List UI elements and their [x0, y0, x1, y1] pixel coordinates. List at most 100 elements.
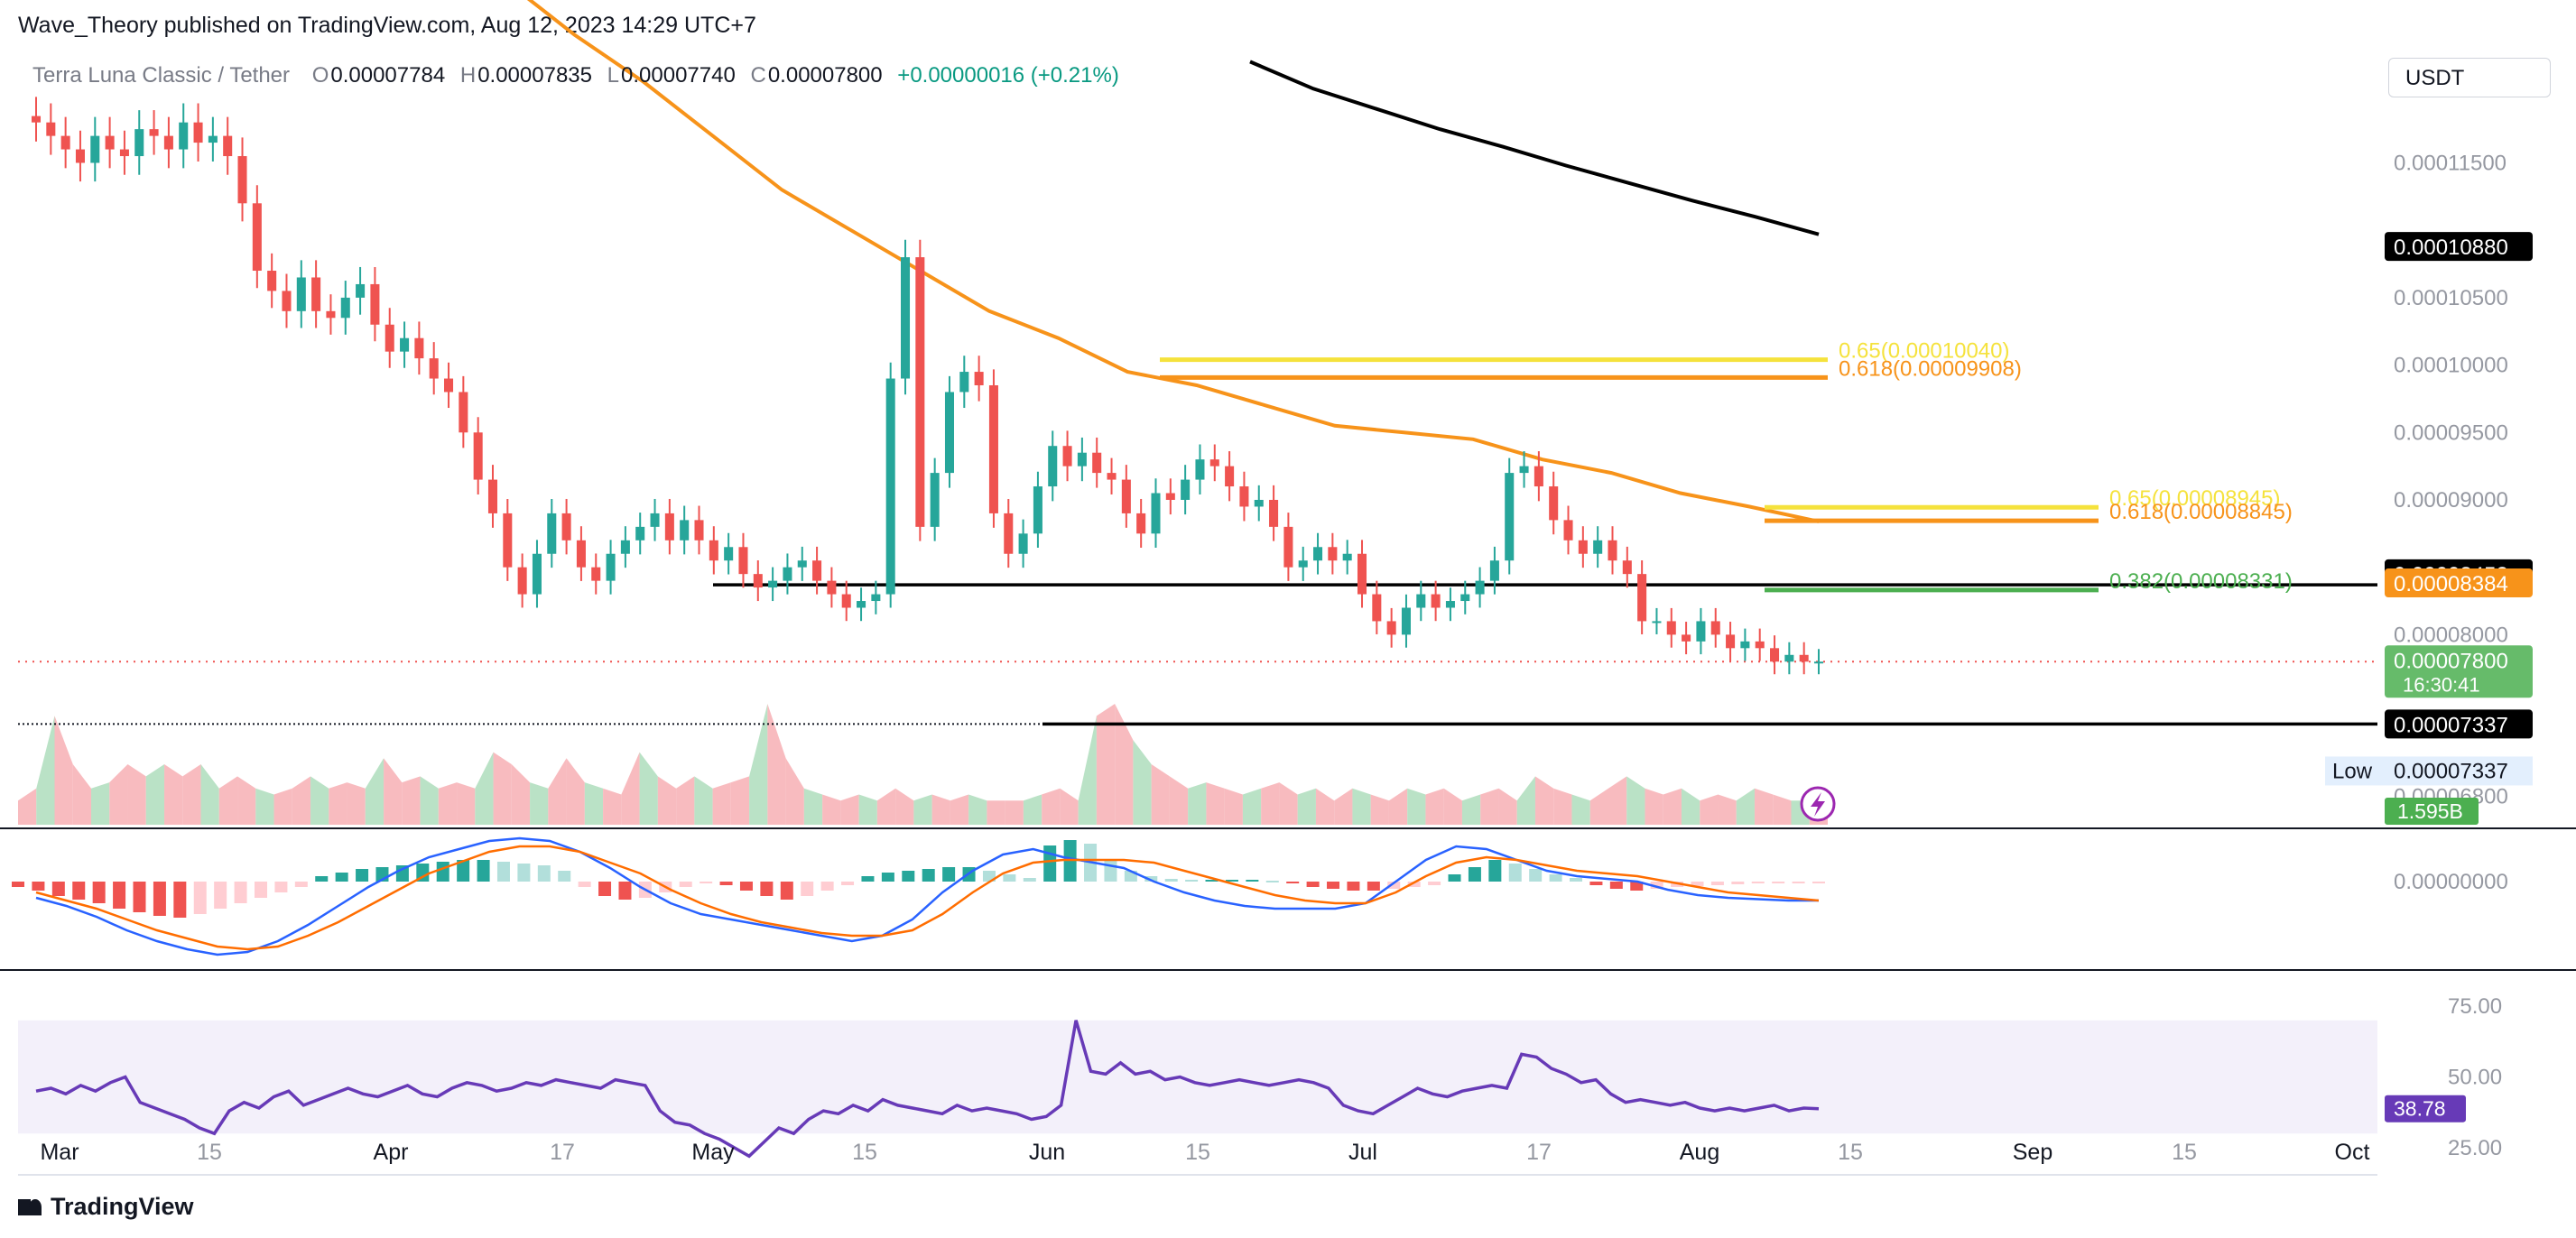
volume-area-segment [1754, 788, 1774, 825]
volume-area-segment [420, 776, 439, 825]
macd-histogram-bar [1023, 878, 1036, 882]
candle-body [1357, 553, 1367, 595]
candle-body [46, 122, 56, 136]
candle-body [885, 378, 895, 595]
candle-body [326, 310, 336, 319]
symbol-name[interactable]: Terra Luna Classic / Tether [32, 63, 291, 88]
time-axis-label: 17 [550, 1140, 575, 1165]
candle-body [959, 372, 969, 393]
volume-area-segment [1279, 782, 1298, 825]
macd-histogram-bar [1185, 880, 1199, 882]
macd-histogram-bar [12, 882, 24, 887]
candle-body [163, 135, 173, 150]
volume-area-segment [1370, 794, 1389, 825]
candle-body [487, 479, 498, 513]
volume-area-segment [803, 788, 823, 825]
candle-body [503, 513, 513, 568]
macd-histogram-bar [457, 860, 470, 882]
rsi-axis-label: 25.00 [2448, 1136, 2502, 1160]
currency-selector[interactable]: USDT [2388, 58, 2551, 97]
volume-area-segment [749, 704, 768, 825]
candle-body [1563, 520, 1573, 540]
volume-area-segment [1480, 788, 1499, 825]
macd-histogram-bar [1751, 882, 1765, 883]
volume-area-segment [475, 752, 494, 825]
macd-histogram-bar [92, 882, 106, 903]
price-tag-label: 0.00010880 [2394, 236, 2508, 260]
candle-body [1799, 654, 1809, 662]
volume-area-segment [1516, 776, 1535, 825]
candle-body [1666, 621, 1676, 635]
macd-histogram-bar [1407, 882, 1421, 887]
volume-area-segment [329, 782, 347, 825]
macd-histogram-bar [1003, 874, 1016, 882]
candle-body [1313, 547, 1323, 561]
candle-body [1372, 594, 1382, 622]
volume-area-segment [1334, 788, 1353, 825]
volume-area-segment [218, 776, 238, 825]
macd-histogram-bar [173, 882, 187, 918]
volume-area-segment [676, 776, 695, 825]
volume-area-segment [1023, 794, 1042, 825]
candle-body [134, 129, 144, 157]
rsi-axis-label: 50.00 [2448, 1066, 2502, 1090]
volume-area-segment [255, 788, 274, 825]
rsi-tag [2385, 1095, 2466, 1123]
volume-area-segment [712, 782, 731, 825]
time-axis-label: Jun [1029, 1140, 1065, 1165]
macd-axis-label: 0.00000000 [2394, 870, 2508, 894]
macd-histogram-bar [315, 876, 329, 882]
candle-body [400, 337, 410, 352]
lightning-icon[interactable] [1800, 786, 1836, 822]
volume-area-segment [694, 776, 713, 825]
macd-histogram-bar [1488, 860, 1502, 882]
macd-histogram-bar [760, 882, 774, 896]
candle-body [1209, 459, 1219, 467]
candle-body [414, 337, 424, 359]
volume-area-segment [895, 788, 914, 825]
open-value: 0.00007784 [330, 63, 446, 88]
volume-area-segment [36, 716, 55, 825]
candle-body [871, 594, 881, 602]
candle-body [753, 574, 763, 588]
price-axis-label: 0.00010000 [2394, 354, 2508, 378]
tradingview-logo[interactable]: TradingView [18, 1193, 194, 1221]
candle-body [547, 513, 557, 554]
low-badge-label: Low [2332, 759, 2373, 783]
high-label: H [459, 63, 477, 88]
candle-body [1475, 580, 1485, 595]
brand-name: TradingView [51, 1193, 194, 1220]
volume-area-segment [767, 704, 786, 825]
candle-body [988, 384, 998, 513]
candle-body [1652, 621, 1662, 624]
volume-area-segment [18, 788, 37, 825]
time-axis-label: Mar [40, 1140, 79, 1165]
volume-area-segment [1589, 788, 1608, 825]
volume-area-segment [164, 764, 183, 825]
price-panel-lines [0, 583, 2576, 1176]
volume-area-segment [730, 776, 750, 825]
volume-area-segment [913, 794, 932, 825]
tradingview-logo-icon [18, 1196, 42, 1219]
volume-area-segment [182, 764, 201, 825]
volume-area-segment [72, 764, 92, 825]
time-axis-label: Sep [2013, 1140, 2052, 1165]
macd-histogram-bar [1327, 882, 1340, 889]
price-tags: 0.000108800.000084520.000083840.00007800… [2325, 232, 2533, 1123]
candle-body [1726, 634, 1736, 649]
volume-area-segment [1736, 788, 1755, 825]
macd-histogram-bar [1570, 878, 1583, 882]
volume-area-segment [127, 764, 146, 825]
volume-tag-label: 1.595B [2397, 799, 2463, 823]
candle-body [1608, 540, 1617, 561]
rsi-tag-label: 38.78 [2394, 1097, 2446, 1121]
candlestick-series [31, 97, 1824, 675]
candle-body [709, 540, 718, 561]
candle-body [1328, 547, 1338, 561]
candle-body [930, 473, 940, 527]
volume-area-segment [1096, 704, 1116, 825]
candle-body [1107, 473, 1117, 480]
candle-body [1239, 486, 1249, 507]
fib-label: 0.618(0.00008845) [2109, 500, 2293, 524]
